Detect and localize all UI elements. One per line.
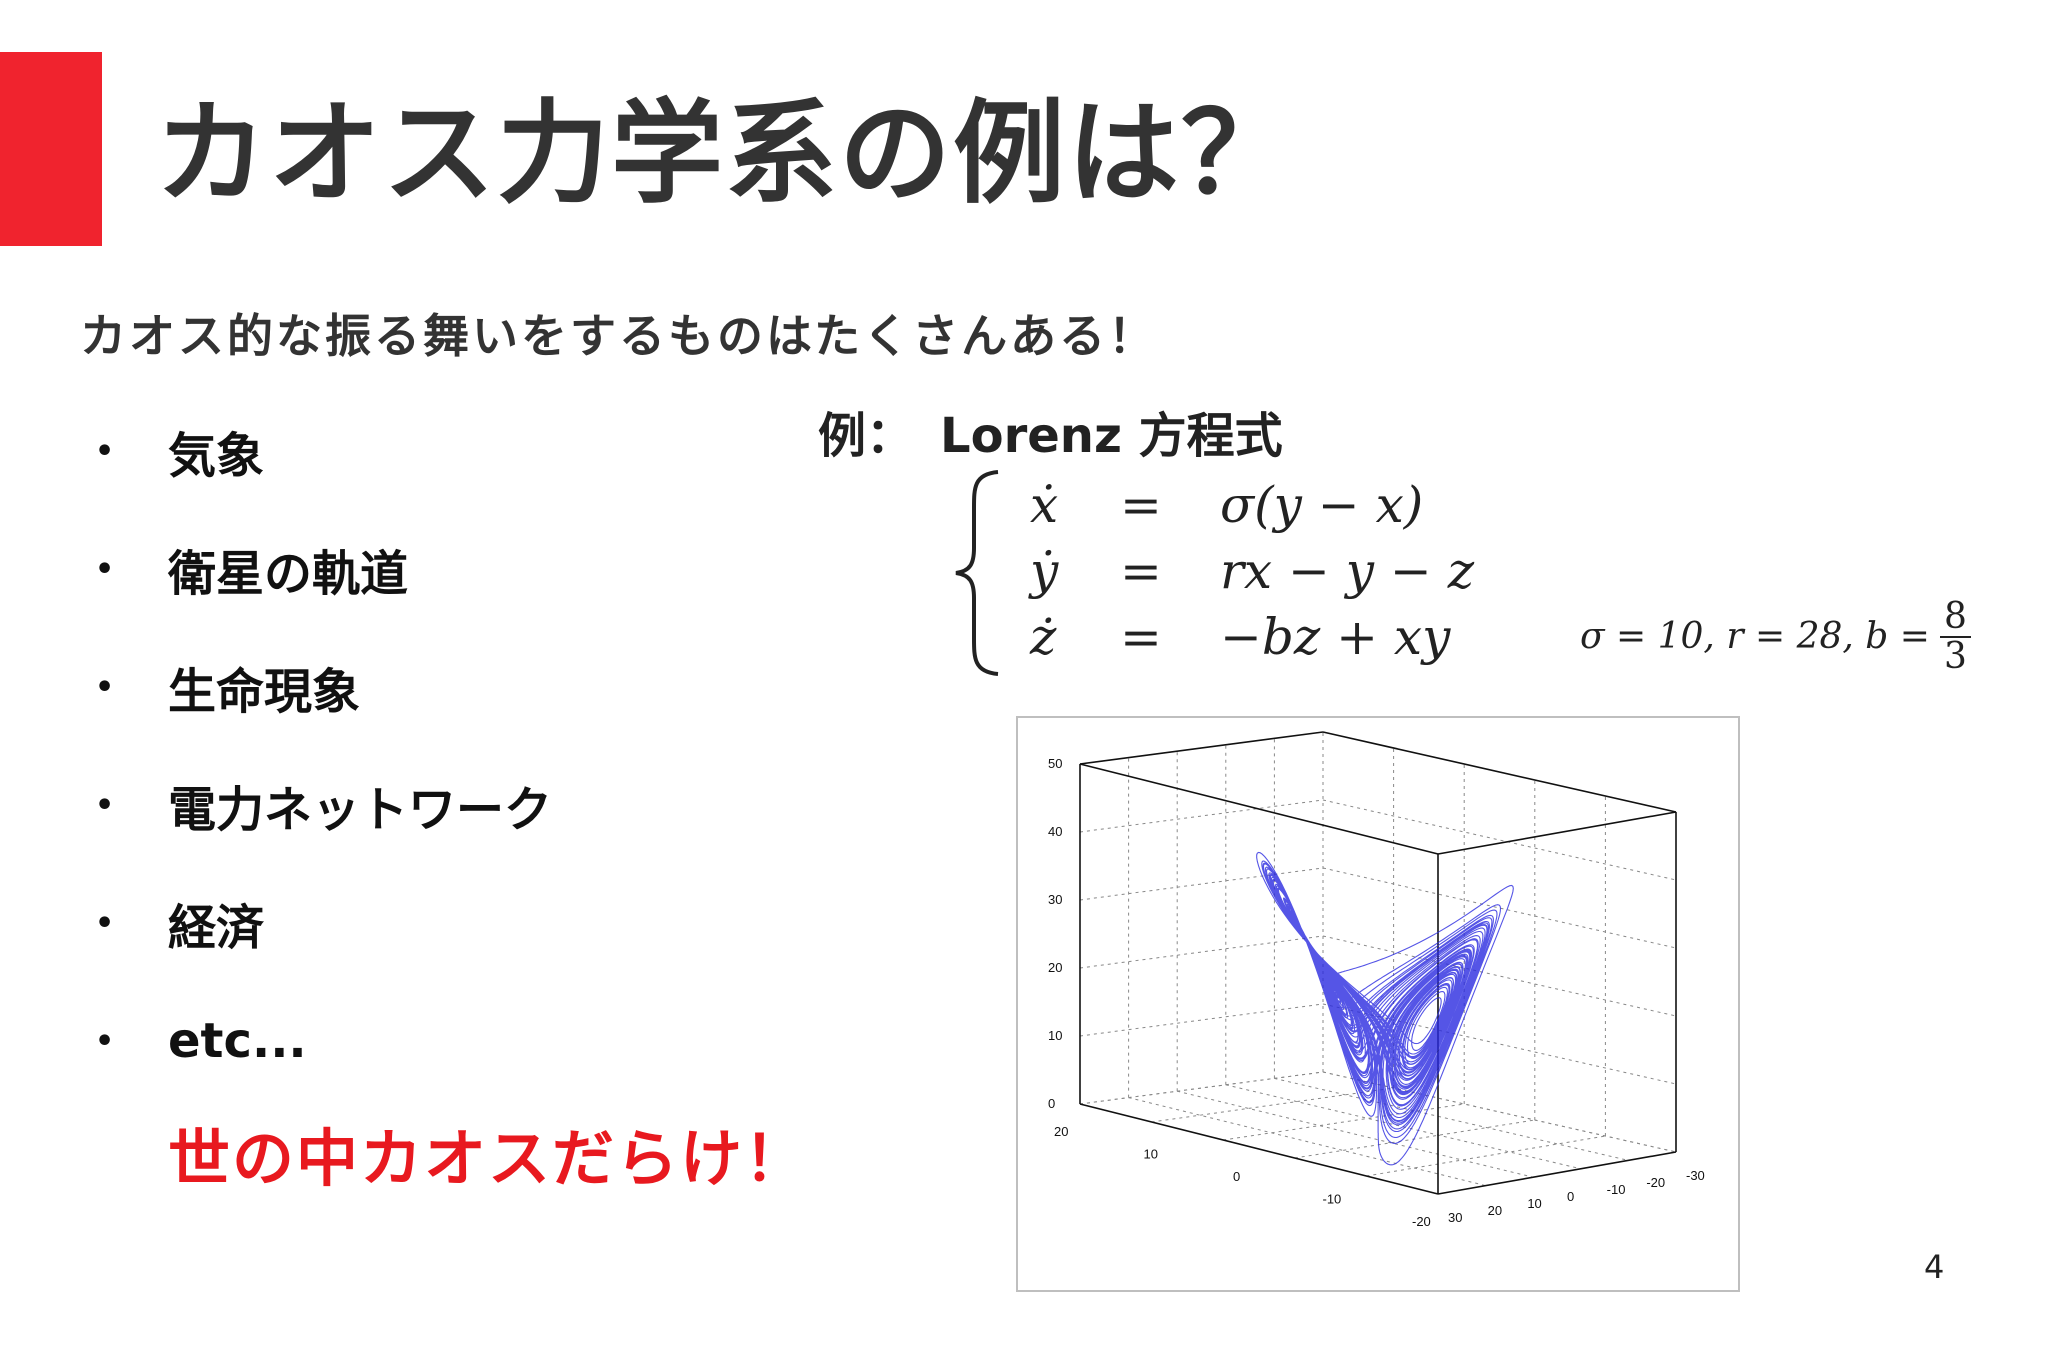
slide-subtitle: カオス的な振る舞いをするものはたくさんある！ xyxy=(80,309,1158,363)
y-tick-label: -10 xyxy=(1323,1192,1342,1207)
y-tick-label: -20 xyxy=(1412,1214,1431,1229)
title-accent-bar xyxy=(0,52,102,246)
punchline: 世の中カオスだらけ！ xyxy=(168,1122,809,1195)
bullet-list: • 気象 • 衛星の軌道 • 生命現象 • 電力ネットワーク • 経済 • etc... xyxy=(95,392,552,1100)
x-tick-label: 20 xyxy=(1488,1203,1502,1218)
bullet-item: • 気象 xyxy=(95,428,265,484)
bullet-dot-icon: • xyxy=(95,905,115,941)
example-label: 例： xyxy=(818,408,915,464)
lorenz-equations: ẋ = σ(y − x) ẏ = rx − y − z ż = −bz + xy xyxy=(950,468,1510,678)
z-tick-label: 0 xyxy=(1048,1096,1055,1111)
bullet-dot-icon: • xyxy=(95,669,115,705)
x-tick-label: 10 xyxy=(1527,1196,1541,1211)
bullet-dot-icon: • xyxy=(95,787,115,823)
bullet-dot-icon: • xyxy=(95,551,115,587)
example-heading: 例： Lorenz 方程式 xyxy=(818,396,1283,466)
bullet-dot-icon: • xyxy=(95,433,115,469)
bullet-item: • 経済 xyxy=(95,900,265,956)
x-tick-label: -20 xyxy=(1646,1175,1665,1190)
x-tick-label: -30 xyxy=(1686,1168,1705,1183)
y-tick-label: 10 xyxy=(1144,1147,1158,1162)
bullet-item: • 生命現象 xyxy=(95,664,361,720)
y-tick-label: 0 xyxy=(1233,1169,1240,1184)
example-name: Lorenz 方程式 xyxy=(940,408,1283,464)
attractor-trajectory xyxy=(1256,851,1514,1166)
lorenz-attractor-plot: 50 40 30 20 10 0 20 10 0 -10 -20 30 20 10 0 -10 -20 -30 xyxy=(1016,716,1740,1292)
z-tick-label: 40 xyxy=(1048,824,1062,839)
left-brace-icon xyxy=(955,470,999,676)
page-number: 4 xyxy=(1924,1248,1945,1286)
z-tick-label: 20 xyxy=(1048,960,1062,975)
parameter-values: σ = 10, r = 28, b = 8 3 xyxy=(1580,598,1971,676)
fraction: 8 3 xyxy=(1939,598,1971,676)
bullet-dot-icon: • xyxy=(95,1023,115,1059)
x-tick-label: 30 xyxy=(1448,1210,1462,1225)
slide-title: カオス力学系の例は？ xyxy=(155,89,1295,219)
y-tick-label: 20 xyxy=(1054,1124,1068,1139)
bullet-item: • 電力ネットワーク xyxy=(95,782,553,838)
z-tick-label: 50 xyxy=(1048,756,1062,771)
bullet-item: • etc... xyxy=(95,1013,307,1069)
attractor-figure: 50 40 30 20 10 0 20 10 0 -10 -20 30 20 10 0 -10 -20 -30 xyxy=(1048,731,1705,1229)
x-tick-label: 0 xyxy=(1567,1189,1574,1204)
z-tick-label: 10 xyxy=(1048,1028,1062,1043)
z-tick-label: 30 xyxy=(1048,892,1062,907)
bullet-item: • 衛星の軌道 xyxy=(95,546,409,602)
x-tick-label: -10 xyxy=(1607,1182,1626,1197)
